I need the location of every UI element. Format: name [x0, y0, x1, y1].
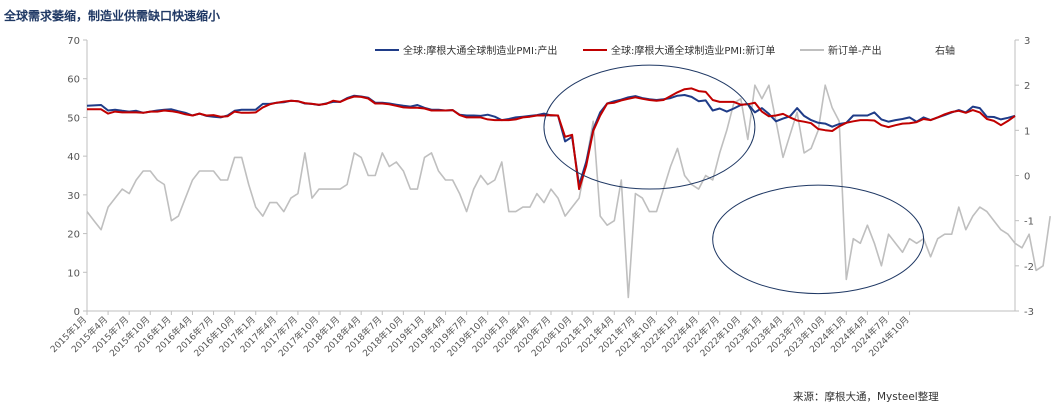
right-tick-label: 2	[1024, 81, 1030, 92]
left-tick-label: 20	[67, 230, 80, 241]
series-line-2	[87, 87, 1016, 191]
left-tick-label: 70	[67, 36, 80, 47]
chart-title: 全球需求萎缩，制造业供需缺口快速缩小	[4, 9, 221, 23]
left-tick-label: 40	[67, 152, 80, 163]
right-tick-label: -1	[1024, 217, 1034, 228]
left-tick-label: 10	[67, 268, 80, 279]
right-tick-label: 1	[1024, 126, 1030, 137]
right-tick-label: -2	[1024, 262, 1034, 273]
series-layer	[86, 84, 1051, 299]
left-tick-label: 30	[67, 191, 80, 202]
legend: 全球:摩根大通全球制造业PMI:产出 全球:摩根大通全球制造业PMI:新订单 新订单…	[375, 44, 955, 57]
highlight-ellipse-1	[543, 64, 756, 190]
chart-source: 来源：摩根大通，Mysteel整理	[793, 391, 939, 403]
right-tick-label: 0	[1024, 172, 1030, 183]
left-tick-label: 0	[74, 307, 80, 318]
legend-label-3: 新订单-产出	[828, 44, 882, 57]
series-line-3	[86, 84, 1051, 299]
right-tick-label: 3	[1024, 36, 1030, 47]
highlight-ellipse-2	[712, 184, 925, 295]
legend-label-2: 全球:摩根大通全球制造业PMI:新订单	[611, 44, 775, 57]
left-tick-label: 60	[67, 75, 80, 86]
legend-label-1: 全球:摩根大通全球制造业PMI:产出	[403, 44, 557, 57]
annotation-layer	[543, 64, 925, 295]
legend-right-axis-label: 右轴	[935, 44, 955, 57]
left-tick-label: 50	[67, 113, 80, 124]
series-line-1	[86, 94, 1016, 187]
right-tick-label: -3	[1024, 307, 1034, 318]
